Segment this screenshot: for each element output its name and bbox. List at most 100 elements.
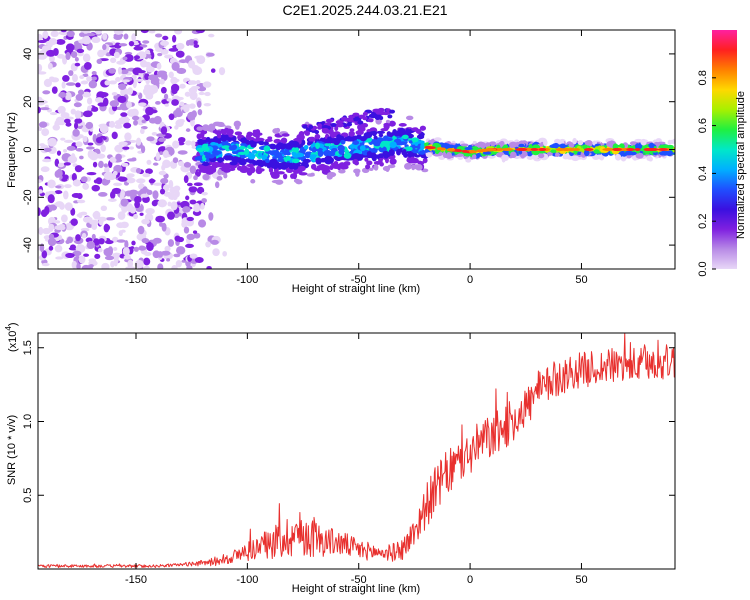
heatmap-cell [137,225,145,235]
heatmap-cell [257,152,263,158]
heatmap-cell [85,121,94,130]
snr-series-line [37,332,676,569]
heatmap-cell [255,161,262,166]
heatmap-cell [174,110,183,118]
heatmap-cell [236,165,243,171]
heatmap-cell [40,166,50,173]
heatmap-cell [172,34,177,43]
heatmap-cell [102,33,108,41]
heatmap-cell [427,139,435,144]
heatmap-cell [251,150,258,154]
heatmap-cell [659,150,667,156]
heatmap-cell [55,220,61,224]
heatmap-cell [221,145,231,150]
heatmap-cell [325,118,334,123]
heatmap-cell [207,154,215,159]
spectrogram-xlabel: Height of straight line (km) [292,283,420,295]
heatmap-cell [60,30,67,33]
heatmap-cell [325,155,331,161]
heatmap-cell [76,213,83,218]
heatmap-cell [91,76,98,81]
heatmap-cell [131,33,137,42]
heatmap-cell [141,218,150,225]
heatmap-cell [43,78,52,88]
heatmap-cell [128,40,135,47]
heatmap-cell [142,40,150,44]
heatmap-cell [182,206,191,213]
heatmap-cell [201,198,207,203]
heatmap-cell [373,154,382,159]
heatmap-cell [125,266,136,269]
heatmap-cell [634,143,641,150]
heatmap-cell [39,143,45,147]
heatmap-cell [123,254,131,260]
heatmap-cell [133,46,144,51]
heatmap-cell [64,118,71,124]
heatmap-cell [510,151,517,159]
heatmap-cell [65,43,75,52]
heatmap-cell [367,118,374,123]
colorbar-tick-label: 0.2 [697,214,709,229]
heatmap-cell [127,109,137,117]
heatmap-cell [223,173,228,179]
heatmap-cell [217,157,222,163]
heatmap-cell [43,147,52,153]
heatmap-cell [38,189,43,194]
heatmap-cell [86,97,93,105]
heatmap-cell [69,244,76,250]
heatmap-cell [135,137,142,146]
heatmap-cell [226,128,234,135]
heatmap-cell [97,49,105,58]
heatmap-cell [105,217,116,221]
heatmap-cell [83,61,92,70]
heatmap-cell [212,248,220,257]
heatmap-cell [176,67,187,75]
heatmap-cell [196,126,204,131]
heatmap-cell [309,154,318,158]
snr-frame [37,332,676,570]
heatmap-cell [245,141,251,145]
heatmap-cell [315,157,322,163]
heatmap-cell [61,81,66,89]
heatmap-cell [327,136,333,142]
heatmap-cell [178,161,184,167]
heatmap-cell [155,152,160,161]
heatmap-cell [419,125,426,131]
heatmap-cell [98,160,104,169]
heatmap-cell [275,127,281,133]
spectrogram-heatmap [38,30,675,269]
heatmap-cell [71,173,77,182]
heatmap-cell [113,182,123,187]
heatmap-cell [303,144,309,150]
heatmap-cell [275,143,282,151]
y-tick-label: -20 [22,189,34,205]
heatmap-cell [40,209,48,217]
heatmap-cell [294,169,303,174]
heatmap-cell [71,260,78,269]
heatmap-cell [392,129,398,136]
heatmap-cell [375,110,383,115]
heatmap-cell [124,51,133,55]
heatmap-cell [55,185,62,189]
heatmap-cell [148,74,158,81]
heatmap-cell [112,247,118,251]
snr-multiplier-close: ) [7,322,19,326]
heatmap-cell [92,161,98,168]
heatmap-cell [274,161,280,167]
spectrogram-ylabel: Frequency (Hz) [6,112,18,188]
heatmap-cell [110,260,115,268]
heatmap-cell [183,226,190,234]
heatmap-cell [76,48,85,54]
heatmap-cell [327,171,337,178]
heatmap-cell [352,112,360,117]
heatmap-cell [102,44,107,51]
heatmap-cell [171,99,179,106]
heatmap-cell [201,143,209,151]
heatmap-cell [65,52,71,60]
heatmap-cell [335,120,344,125]
heatmap-cell [75,82,81,88]
heatmap-cell [94,30,102,35]
x-tick-label: -50 [351,574,367,586]
heatmap-cell [186,233,196,241]
